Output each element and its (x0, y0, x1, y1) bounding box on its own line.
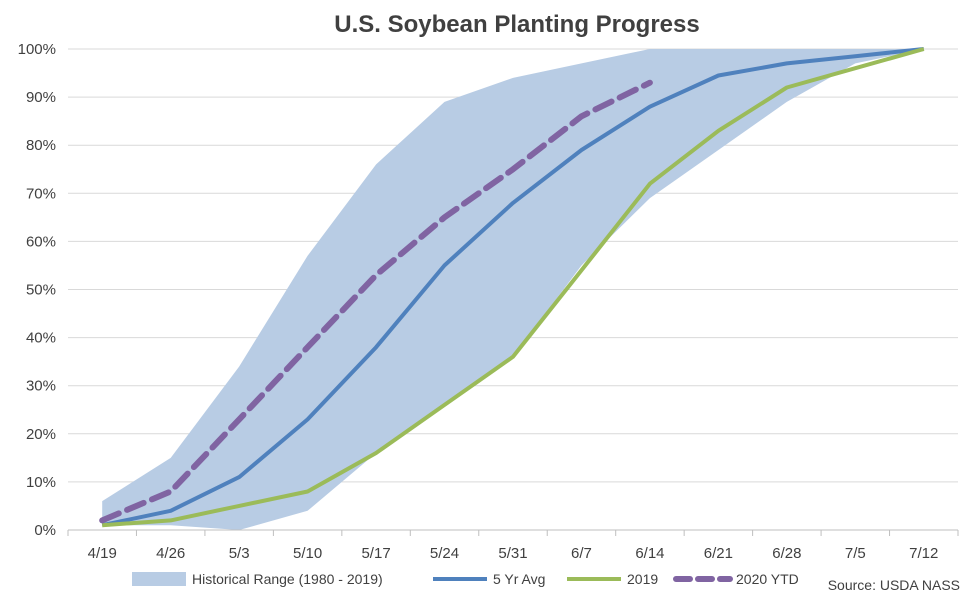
x-tick-label: 7/12 (909, 545, 938, 562)
x-tick-label: 4/26 (156, 545, 185, 562)
y-tick-label: 10% (26, 474, 56, 491)
y-tick-label: 0% (34, 522, 56, 539)
legend-label: 2019 (627, 571, 658, 587)
chart-title: U.S. Soybean Planting Progress (334, 11, 699, 38)
y-tick-label: 30% (26, 378, 56, 395)
source-note: Source: USDA NASS (828, 577, 960, 593)
x-tick-label: 4/19 (88, 545, 117, 562)
y-tick-label: 90% (26, 89, 56, 106)
x-tick-label: 5/10 (293, 545, 322, 562)
series-lines (99, 47, 925, 528)
series-line-2019 (102, 47, 925, 528)
x-tick-label: 6/7 (571, 545, 592, 562)
y-tick-label: 40% (26, 330, 56, 347)
y-tick-label: 20% (26, 426, 56, 443)
x-tick-label: 5/17 (361, 545, 390, 562)
series-line-5-yr-avg (101, 47, 925, 528)
x-tick-label: 7/5 (845, 545, 866, 562)
y-tick-label: 70% (26, 185, 56, 202)
x-tick-label: 6/28 (772, 545, 801, 562)
legend: Historical Range (1980 - 2019) 5 Yr Avg 20… (132, 571, 960, 593)
x-tick-label: 5/3 (229, 545, 250, 562)
x-tick-label: 6/14 (635, 545, 664, 562)
legend-label: Historical Range (1980 - 2019) (192, 571, 383, 587)
x-tick-label: 5/24 (430, 545, 459, 562)
historical-range-band (102, 49, 924, 530)
legend-label: 2020 YTD (736, 571, 799, 587)
y-tick-label: 50% (26, 282, 56, 299)
y-tick-label: 60% (26, 233, 56, 250)
x-tick-label: 6/21 (704, 545, 733, 562)
y-tick-label: 80% (26, 137, 56, 154)
axes: 0% 10% 20% 30% 40% 50% 60% 70% 80% 90% 100% 4/19 4/2… (18, 41, 959, 562)
y-tick-label: 100% (18, 41, 56, 58)
x-tick-label: 5/31 (498, 545, 527, 562)
historical-range-area (102, 49, 924, 530)
series-line-2020-ytd (99, 79, 653, 524)
legend-swatch-historical-range (132, 572, 186, 586)
legend-label: 5 Yr Avg (493, 571, 545, 587)
